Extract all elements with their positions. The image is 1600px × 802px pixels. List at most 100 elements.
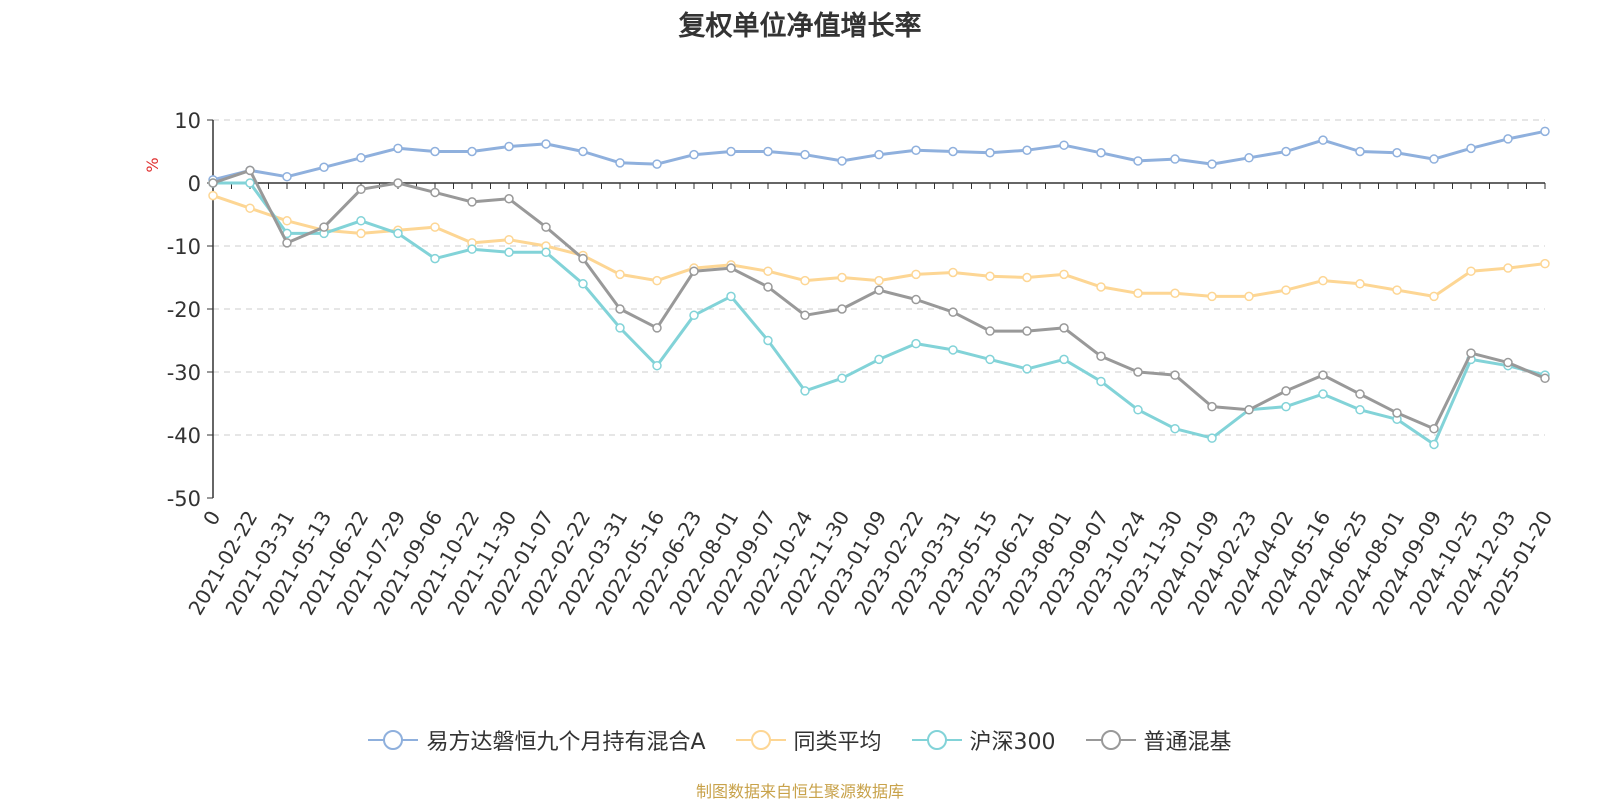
- data-point: [1429, 423, 1439, 434]
- data-point: [689, 266, 699, 276]
- data-point: [467, 244, 477, 254]
- legend-label-1: 同类平均: [793, 730, 882, 755]
- data-point: [1540, 126, 1550, 137]
- data-point: [1466, 348, 1476, 358]
- x-tick-label: 0: [198, 507, 225, 530]
- data-point: [1207, 433, 1217, 443]
- data-point: [467, 146, 477, 157]
- data-point: [282, 171, 292, 182]
- data-point: [1022, 326, 1032, 336]
- data-point: [541, 247, 551, 258]
- data-point: [837, 272, 847, 283]
- data-point: [689, 310, 699, 321]
- data-point: [948, 307, 958, 317]
- y-tick-label: -50: [167, 487, 201, 511]
- data-point: [1392, 408, 1402, 418]
- legend: 易方达磐恒九个月持有混合A 同类平均 沪深300 普通混基: [0, 724, 1600, 756]
- data-point: [1096, 282, 1106, 292]
- data-point: [393, 178, 403, 188]
- data-point: [1096, 351, 1106, 361]
- data-point: [985, 326, 995, 336]
- data-point: [1059, 269, 1069, 280]
- data-point: [837, 156, 847, 166]
- data-point: [911, 338, 921, 349]
- data-point: [726, 263, 736, 273]
- data-point: [208, 190, 218, 201]
- data-point: [874, 354, 884, 365]
- data-point: [208, 178, 218, 188]
- data-point: [985, 148, 995, 158]
- data-point: [1133, 156, 1143, 166]
- data-point: [837, 304, 847, 314]
- data-point: [726, 291, 736, 302]
- data-point: [1318, 370, 1328, 380]
- legend-item-2[interactable]: 沪深300: [911, 724, 1056, 756]
- data-point: [948, 267, 958, 278]
- data-point: [1207, 401, 1217, 412]
- data-point: [652, 360, 662, 371]
- data-point: [874, 149, 884, 160]
- data-point: [1466, 266, 1476, 276]
- data-point: [1133, 367, 1143, 377]
- series-line-2: [213, 181, 1546, 446]
- series-line-3: [212, 168, 1546, 431]
- source-note: 制图数据来自恒生聚源数据库: [695, 782, 904, 801]
- y-tick-label: -10: [167, 235, 201, 259]
- legend-marker-icon: [1085, 730, 1136, 750]
- data-point: [911, 269, 921, 280]
- data-point: [1170, 370, 1180, 380]
- data-point: [1355, 279, 1365, 289]
- data-point: [282, 238, 292, 248]
- legend-item-0[interactable]: 易方达磐恒九个月持有混合A: [368, 724, 706, 756]
- data-point: [652, 159, 662, 169]
- data-point: [1466, 143, 1476, 154]
- data-point: [1059, 323, 1069, 333]
- data-point: [1503, 263, 1513, 273]
- data-point: [1429, 154, 1439, 164]
- data-point: [1355, 389, 1365, 399]
- data-point: [1392, 285, 1402, 295]
- data-point: [1133, 405, 1143, 415]
- data-point: [615, 158, 625, 168]
- data-point: [1022, 364, 1032, 374]
- data-point: [911, 145, 921, 155]
- legend-item-3[interactable]: 普通混基: [1085, 724, 1232, 756]
- data-point: [319, 222, 329, 232]
- y-tick-label: 0: [188, 172, 201, 196]
- data-point: [689, 149, 699, 160]
- data-point: [1503, 357, 1513, 368]
- data-point: [837, 373, 847, 384]
- data-point: [356, 228, 366, 239]
- data-point: [245, 203, 255, 213]
- data-point: [504, 247, 514, 258]
- data-point: [356, 153, 366, 163]
- data-point: [985, 354, 995, 365]
- y-tick-label: 10: [174, 109, 201, 133]
- data-point: [245, 178, 255, 188]
- chart-title: 复权单位净值增长率: [678, 11, 922, 42]
- data-point: [430, 222, 440, 232]
- data-point: [430, 253, 440, 264]
- data-point: [800, 386, 810, 396]
- data-point: [1281, 386, 1291, 396]
- data-point: [763, 282, 773, 292]
- data-point: [1170, 288, 1180, 298]
- legend-item-1[interactable]: 同类平均: [735, 724, 882, 756]
- data-point: [1022, 145, 1032, 155]
- data-point: [1281, 401, 1291, 412]
- data-point: [985, 271, 995, 281]
- data-point: [430, 187, 440, 198]
- data-point: [1096, 376, 1106, 387]
- data-point: [1059, 354, 1069, 365]
- data-point: [1244, 405, 1254, 415]
- data-point: [1429, 291, 1439, 302]
- legend-label-2: 沪深300: [969, 730, 1056, 755]
- data-point: [393, 228, 403, 239]
- data-point: [1318, 135, 1328, 145]
- data-point: [319, 162, 329, 172]
- data-point: [504, 141, 514, 152]
- y-axis-label: %: [143, 157, 162, 172]
- y-tick-label: -20: [167, 298, 201, 322]
- data-point: [1355, 146, 1365, 157]
